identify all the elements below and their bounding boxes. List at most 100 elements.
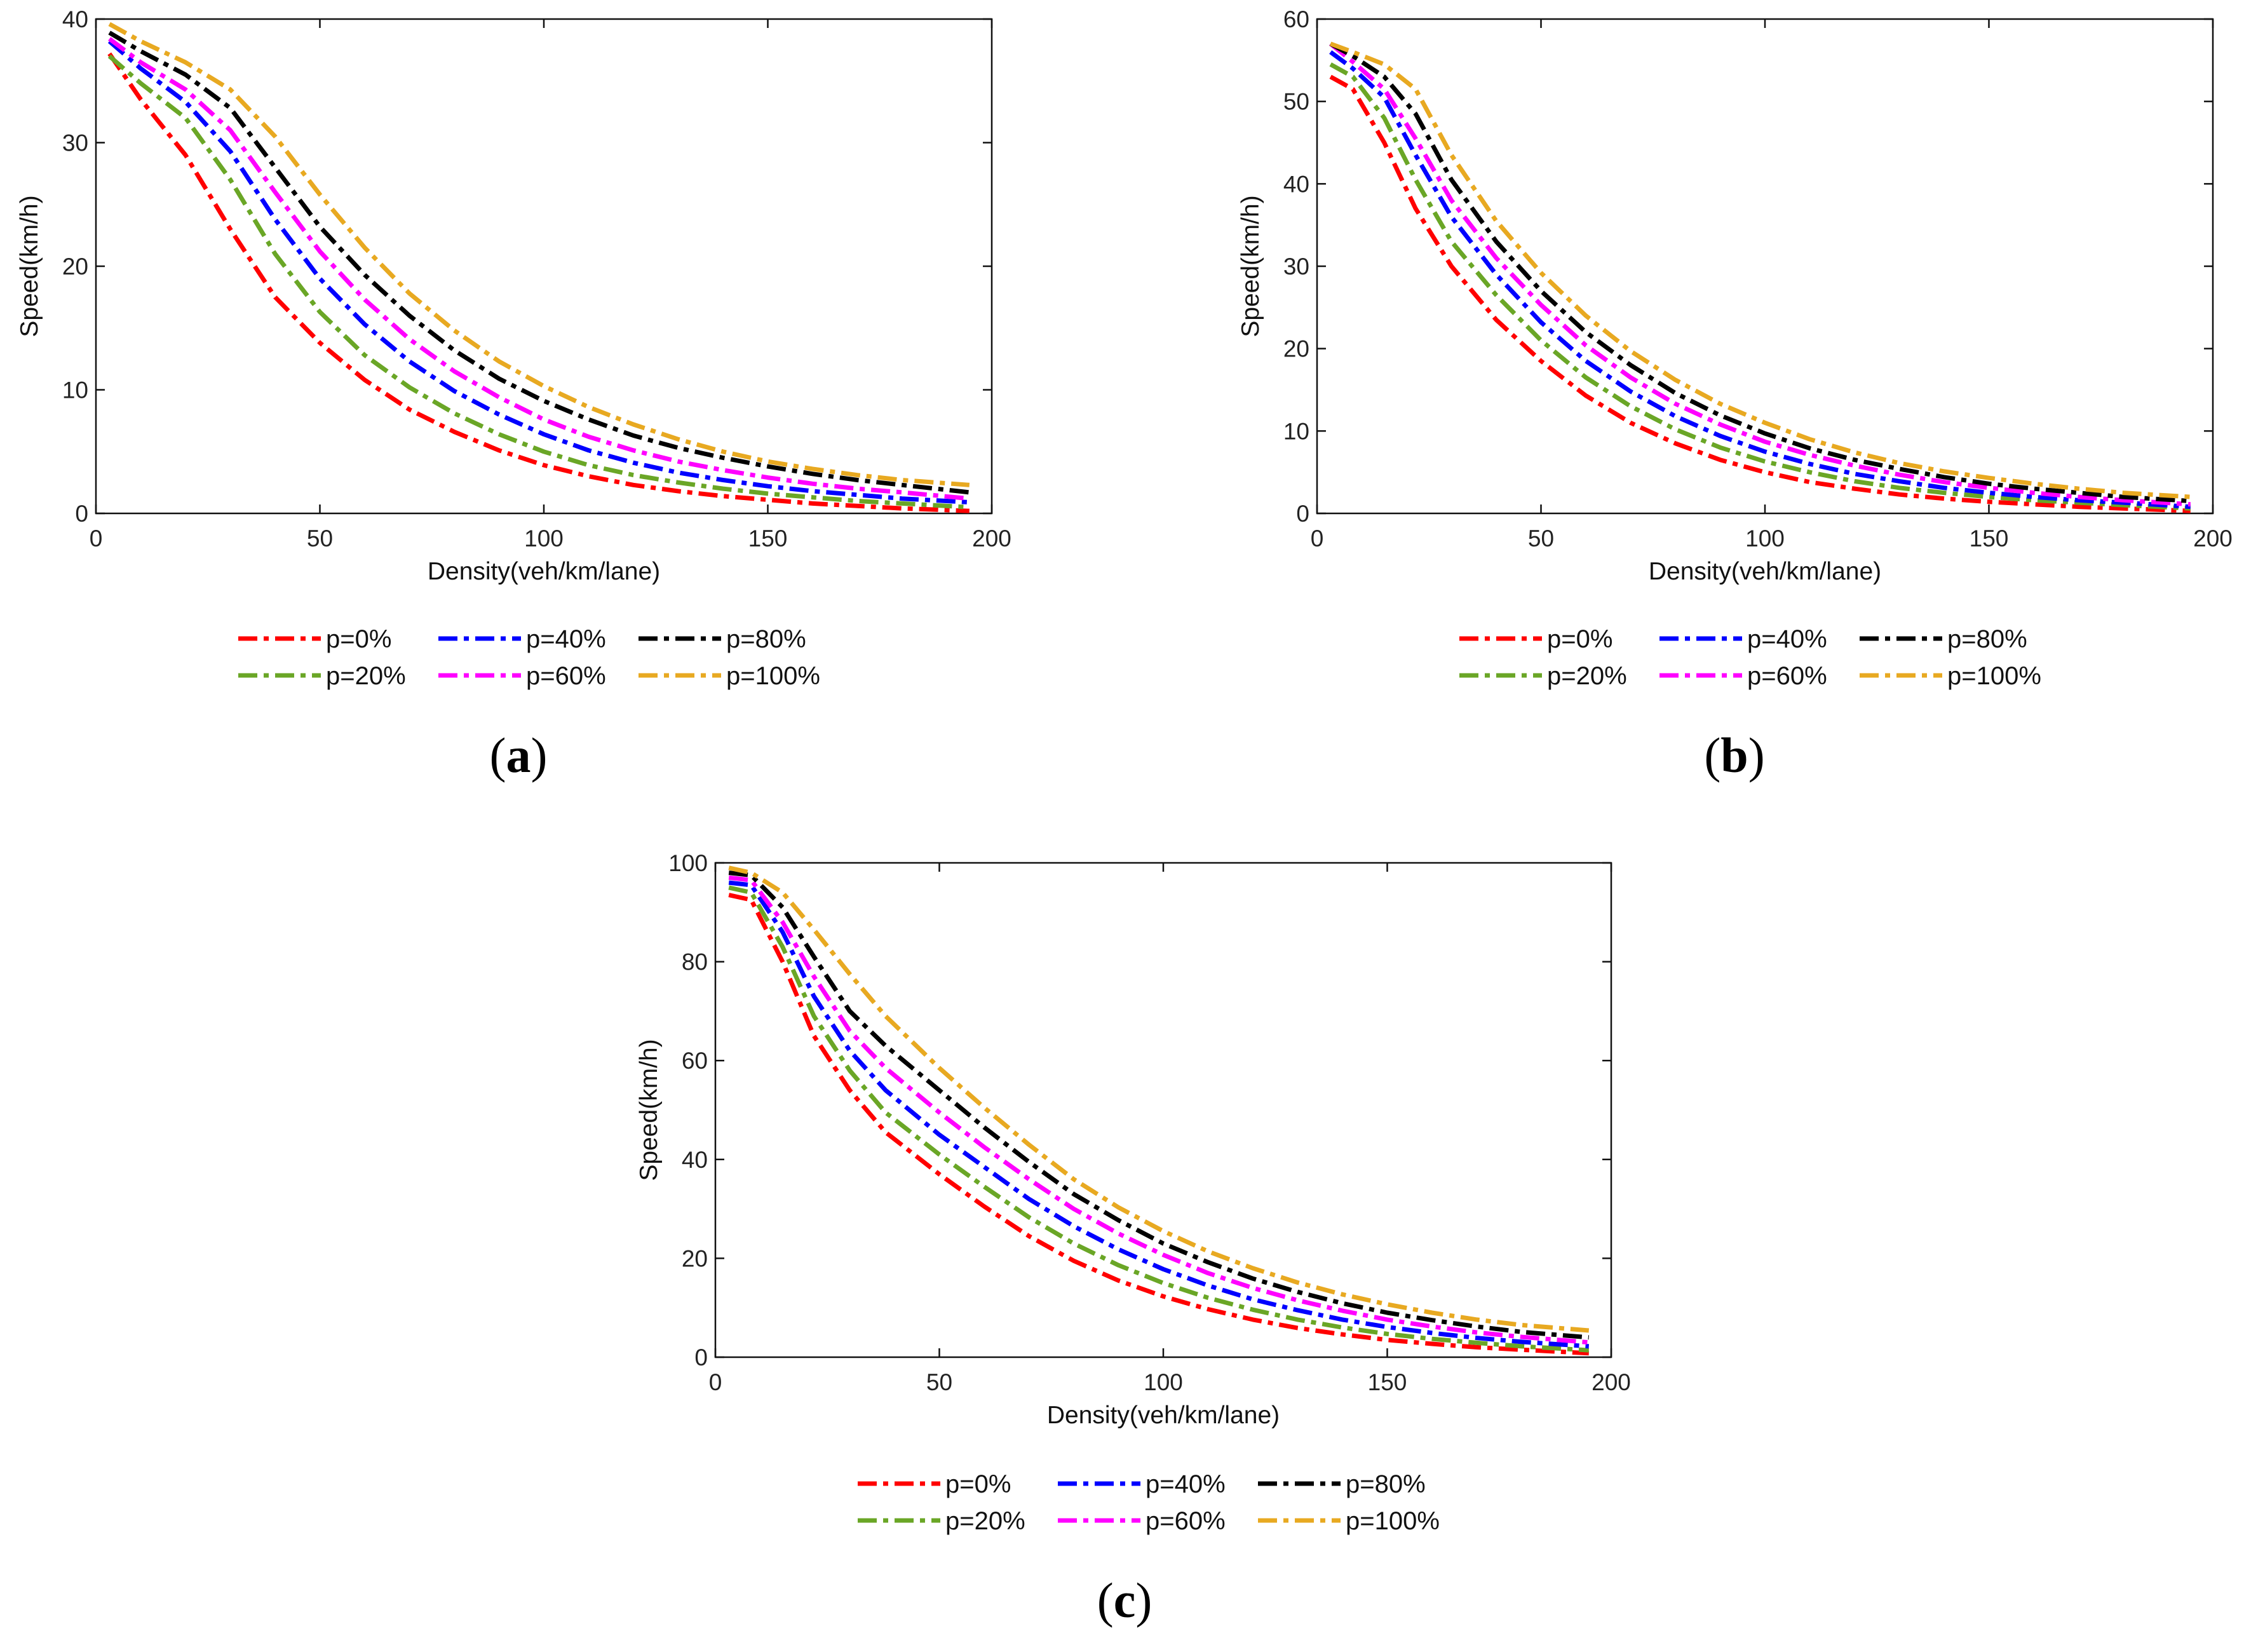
legend-item: p=0% [1459,625,1612,653]
legend-item: p=60% [1058,1507,1226,1535]
x-axis-label: Density(veh/km/lane) [1047,1402,1280,1429]
legend-label: p=20% [326,662,406,690]
y-tick-label: 40 [1283,171,1309,197]
y-tick-label: 30 [1283,254,1309,280]
x-tick-label: 50 [926,1369,952,1395]
legend-label: p=60% [1747,662,1827,690]
y-tick-label: 0 [75,501,88,527]
legend-label: p=20% [945,1507,1025,1535]
legend-item: p=100% [1860,662,2041,690]
legend-item: p=40% [1058,1470,1226,1498]
series-line-p40 [1329,50,2191,510]
legend-label: p=100% [726,662,820,690]
legend-label: p=100% [1346,1507,1440,1535]
legend-item: p=80% [1860,625,2027,653]
x-tick-label: 0 [709,1369,722,1395]
legend-item: p=0% [238,625,391,653]
y-axis-label: Speed(km/h) [1237,195,1264,337]
series-line-p80 [1329,41,2191,503]
x-tick-label: 100 [524,525,564,552]
y-tick-label: 60 [682,1048,708,1074]
chart-panel-a: 0 50 100 150 200 0 10 20 30 40 Density(veh/km/lane… [16,6,1011,783]
legend-label: p=40% [526,625,606,653]
series-line-p40 [728,880,1590,1349]
series-line-p20 [728,885,1590,1353]
y-tick-label: 60 [1283,6,1309,32]
x-tick-label: 0 [90,525,103,552]
series-line-p40 [107,39,970,504]
series-line-p100 [728,865,1590,1333]
y-tick-label: 0 [694,1344,708,1371]
chart-panel-c: 0 50 100 150 200 0 20 40 60 80 100 Density(veh/km/l… [635,850,1631,1628]
legend-label: p=80% [726,625,806,653]
legend-label: p=100% [1947,662,2041,690]
x-axis-label: Density(veh/km/lane) [428,558,660,585]
legend-label: p=60% [526,662,606,690]
legend-item: p=40% [438,625,606,653]
x-tick-label: 50 [307,525,333,552]
legend-item: p=40% [1659,625,1827,653]
legend-label: p=40% [1146,1470,1226,1498]
series-line-p100 [108,22,970,487]
y-tick-label: 40 [62,6,88,32]
panel-label: (a) [490,728,548,783]
x-tick-label: 200 [972,525,1011,552]
x-axis-label: Density(veh/km/lane) [1649,558,1881,585]
legend-item: p=60% [1659,662,1827,690]
y-tick-label: 20 [1283,336,1309,362]
legend-item: p=20% [858,1507,1025,1535]
series-line-p0 [1329,74,2191,513]
legend-item: p=100% [1258,1507,1440,1535]
y-tick-label: 100 [668,850,708,876]
legend-label: p=80% [1947,625,2027,653]
series-line-p80 [108,30,970,495]
series-line-p0 [107,52,970,513]
legend-item: p=80% [1258,1470,1426,1498]
x-tick-label: 100 [1745,525,1785,552]
legend-item: p=20% [238,662,406,690]
plot-frame [95,18,993,515]
series-line-p100 [1329,41,2191,499]
series-line-p20 [1329,62,2191,511]
x-tick-label: 100 [1144,1369,1183,1395]
y-tick-label: 10 [1283,418,1309,444]
y-tick-label: 20 [62,254,88,280]
series-line-p20 [107,54,970,510]
legend-item: p=20% [1459,662,1627,690]
x-tick-label: 150 [1368,1369,1407,1395]
series-line-p60 [1328,42,2191,507]
legend-label: p=20% [1547,662,1627,690]
legend-item: p=60% [438,662,606,690]
legend-item: p=80% [639,625,806,653]
x-tick-label: 200 [2193,525,2233,552]
y-tick-label: 50 [1283,89,1309,115]
legend-item: p=0% [858,1470,1011,1498]
panel-label: (c) [1097,1573,1152,1628]
legend-label: p=80% [1346,1470,1426,1498]
series-line-p80 [728,870,1590,1340]
x-tick-label: 50 [1528,525,1554,552]
y-axis-label: Speed(km/h) [16,195,43,337]
legend-label: p=0% [945,1470,1011,1498]
y-tick-label: 10 [62,377,88,403]
chart-panel-b: 0 50 100 150 200 0 10 20 30 40 50 60 Density(veh/km/… [1237,6,2233,783]
y-axis-label: Speed(km/h) [635,1039,663,1181]
legend-label: p=60% [1146,1507,1226,1535]
y-tick-label: 80 [682,949,708,975]
series-line-p60 [108,37,970,501]
series-line-p0 [728,893,1589,1356]
legend-label: p=0% [1547,625,1612,653]
legend-item: p=100% [639,662,820,690]
y-tick-label: 30 [62,130,88,156]
x-tick-label: 150 [748,525,788,552]
y-tick-label: 20 [682,1245,708,1271]
y-tick-label: 40 [682,1147,708,1173]
plot-frame [714,862,1612,1358]
y-tick-label: 0 [1296,501,1309,527]
legend-label: p=0% [326,625,391,653]
legend-label: p=40% [1747,625,1827,653]
series-line-p60 [728,875,1590,1345]
x-tick-label: 200 [1592,1369,1631,1395]
x-tick-label: 0 [1311,525,1324,552]
